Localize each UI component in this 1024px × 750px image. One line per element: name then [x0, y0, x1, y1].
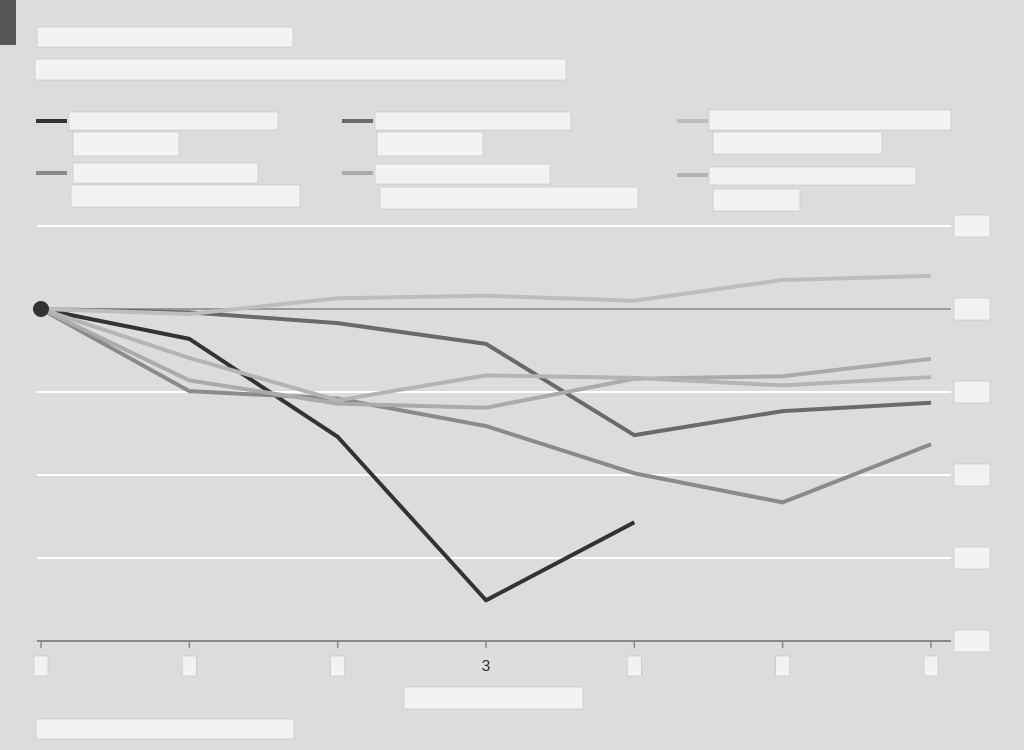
legend-text-redacted — [708, 109, 952, 131]
x-tick-label-redacted — [923, 655, 939, 677]
legend-text-redacted — [72, 131, 180, 157]
start-marker — [33, 301, 49, 317]
x-axis-label-redacted — [403, 686, 584, 710]
y-tick-label-redacted — [953, 546, 991, 570]
legend — [68, 109, 952, 212]
legend-text-redacted — [70, 184, 301, 208]
x-tick-label-redacted — [182, 655, 197, 677]
x-tick-label-redacted — [627, 655, 642, 677]
legend-text-redacted — [374, 111, 572, 131]
series-line — [40, 307, 636, 603]
x-tick-label-redacted — [330, 655, 345, 677]
y-tick-label-redacted — [953, 463, 991, 487]
subtitle-redacted — [34, 58, 567, 81]
x-tick-label-redacted — [775, 655, 790, 677]
source-redacted — [35, 718, 295, 740]
y-tick-label-redacted — [953, 629, 991, 653]
series-line — [40, 307, 932, 403]
series-line — [40, 273, 932, 316]
corner-tab — [0, 0, 16, 45]
legend-text-redacted — [379, 186, 639, 210]
series-line — [40, 307, 932, 410]
x-tick-label-redacted — [33, 655, 49, 677]
y-tick-label-redacted — [953, 297, 991, 321]
legend-text-redacted — [712, 188, 801, 212]
legend-text-redacted — [708, 166, 917, 186]
y-tick-label-redacted — [953, 214, 991, 238]
title-redacted — [36, 26, 294, 48]
legend-text-redacted — [72, 162, 259, 184]
x-tick-label: 3 — [482, 658, 491, 675]
series-line — [40, 307, 932, 505]
legend-text-redacted — [376, 131, 484, 157]
legend-text-redacted — [374, 163, 551, 185]
legend-text-redacted — [712, 131, 883, 155]
legend-text-redacted — [68, 111, 279, 131]
y-tick-label-redacted — [953, 380, 991, 404]
